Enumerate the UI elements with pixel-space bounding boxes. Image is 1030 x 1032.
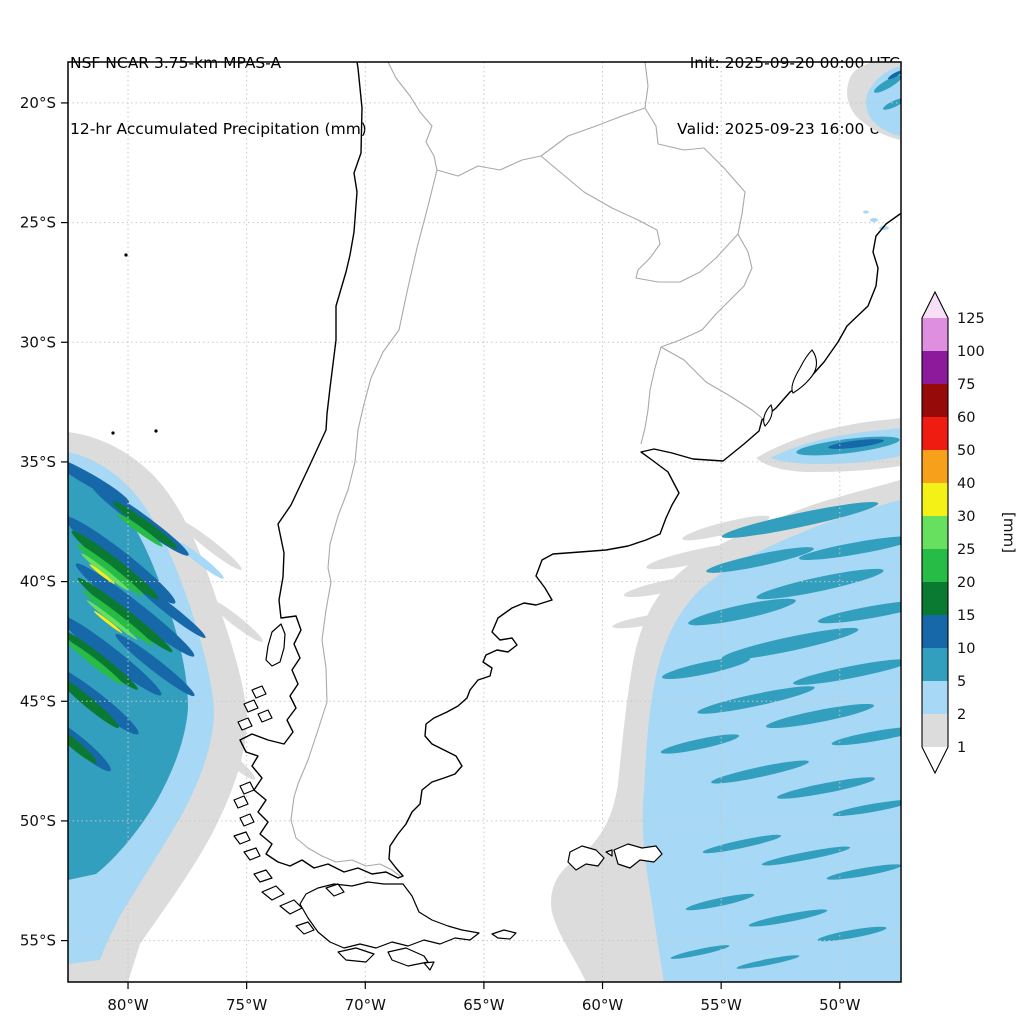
run-info: Init: 2025-09-20 00:00 UTC Valid: 2025-0… (677, 8, 900, 162)
colorbar-tick-label: 5 (957, 674, 966, 690)
colorbar-tick-label: 60 (957, 410, 975, 426)
colorbar-segment (922, 549, 948, 582)
precip-pacific-streaks (68, 456, 206, 772)
falkland-islands (567, 843, 663, 871)
lon-tick-label: 55°W (700, 996, 742, 1014)
colorbar-segment (922, 516, 948, 549)
colorbar-segment (922, 648, 948, 681)
title-line-1: NSF NCAR 3.75-km MPAS-A (70, 54, 282, 72)
lat-tick-label: 25°S (20, 214, 56, 232)
colorbar-unit-label: [mm] (1000, 512, 1018, 553)
lat-tick-label: 55°S (20, 932, 56, 950)
colorbar-segment (922, 615, 948, 648)
lat-tick-label: 45°S (20, 692, 56, 710)
colorbar-tick-label: 20 (957, 575, 975, 591)
lon-tick-label: 50°W (819, 996, 861, 1014)
graticule-gridlines (68, 62, 901, 982)
patagonian-archipelago-islands (233, 685, 435, 971)
mainland-coastline (239, 62, 901, 879)
lon-tick-label: 75°W (226, 996, 268, 1014)
lat-tick-label: 20°S (20, 94, 56, 112)
isla-de-los-estados (491, 929, 517, 940)
colorbar-segment (922, 582, 948, 615)
init-time-label: Init: 2025-09-20 00:00 UTC (689, 54, 900, 72)
axis-labels: 80°W 75°W 70°W 65°W 60°W 55°W 50°W 20°S 25°S 30°S… (20, 94, 861, 1014)
precip-atlantic-region (550, 418, 901, 982)
country-borders (290, 62, 763, 944)
lon-tick-label: 65°W (463, 996, 505, 1014)
colorbar-under-arrow (922, 747, 948, 773)
colorbar-tick-label: 25 (957, 542, 975, 558)
colorbar-segment (922, 384, 948, 417)
colorbar-tick-label: 30 (957, 509, 975, 525)
colorbar-tick-label: 75 (957, 377, 975, 393)
offshore-island-dots (111, 253, 158, 435)
colorbar-outline (921, 290, 949, 775)
colorbar-over-arrow (922, 292, 948, 318)
lon-tick-label: 70°W (345, 996, 387, 1014)
colorbar-segment (922, 318, 948, 351)
colorbar-tick-label: 100 (957, 344, 985, 360)
plot-frame (67, 61, 902, 983)
colorbar-tick-label: 15 (957, 608, 975, 624)
lat-tick-label: 30°S (20, 333, 56, 351)
colorbar-segment (922, 714, 948, 747)
colorbar-tick-label: 50 (957, 443, 975, 459)
axis-ticks (61, 102, 841, 989)
lat-tick-label: 35°S (20, 453, 56, 471)
colorbar-segment (922, 483, 948, 516)
colorbar: 125 100 75 60 50 40 30 25 20 15 10 5 2 1 [mm] (921, 290, 1018, 775)
colorbar-tick-label: 1 (957, 740, 966, 756)
colorbar-tick-label: 2 (957, 707, 966, 723)
lon-tick-label: 60°W (582, 996, 624, 1014)
title-line-2: 12-hr Accumulated Precipitation (mm) (70, 120, 367, 138)
colorbar-segment (922, 681, 948, 714)
precip-atlantic-streaks (660, 436, 901, 969)
valid-time-label: Valid: 2025-09-23 16:00 UTC (677, 120, 900, 138)
tierra-del-fuego-island (299, 881, 480, 949)
lat-tick-label: 40°S (20, 573, 56, 591)
colorbar-segment (922, 417, 948, 450)
chiloe-island (265, 623, 286, 667)
colorbar-segment (922, 351, 948, 384)
colorbar-segment (922, 450, 948, 483)
plot-title: NSF NCAR 3.75-km MPAS-A 12-hr Accumulate… (70, 8, 367, 162)
coastal-lagoons (763, 349, 818, 427)
colorbar-tick-label: 125 (957, 311, 985, 327)
precip-pacific-region (68, 432, 263, 982)
colorbar-tick-label: 10 (957, 641, 975, 657)
coastlines (111, 62, 901, 971)
precip-northeast-corner (847, 62, 901, 230)
colorbar-tick-label: 40 (957, 476, 975, 492)
lon-tick-label: 80°W (107, 996, 149, 1014)
lat-tick-label: 50°S (20, 812, 56, 830)
